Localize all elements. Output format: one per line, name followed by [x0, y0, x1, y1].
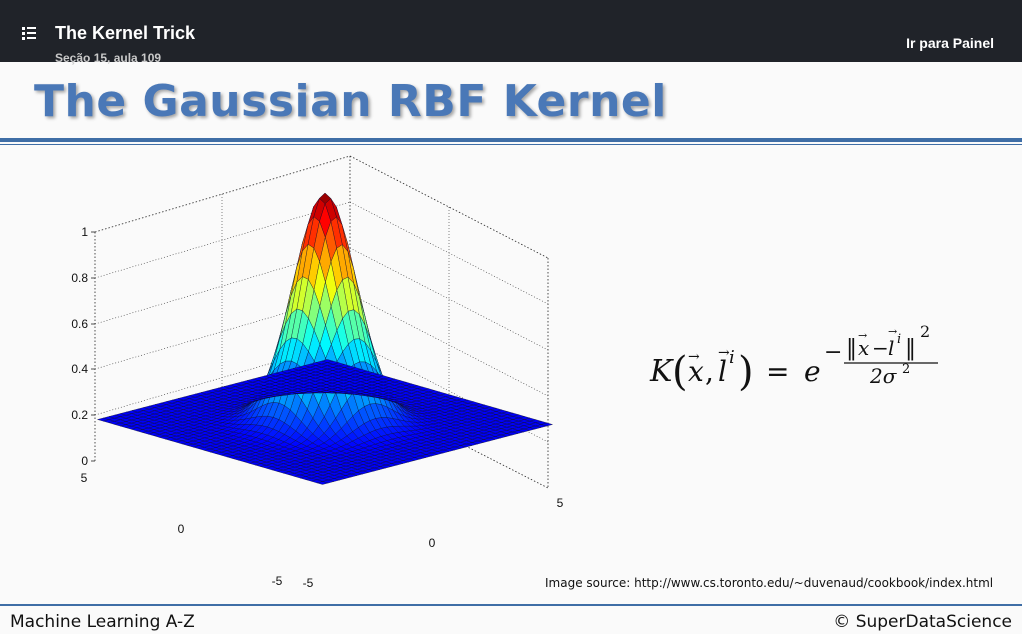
formula-exponent-minus: −: [824, 340, 842, 365]
z-tick-label: 0: [81, 454, 88, 468]
formula-denominator: 2σ: [869, 364, 898, 388]
footer-divider: [0, 604, 1022, 606]
formula-vector-arrow: →: [858, 329, 867, 342]
formula-comma: ,: [705, 355, 714, 388]
formula-vector-l: l: [718, 355, 727, 388]
z-axis-ticks: [91, 231, 95, 462]
rbf-kernel-formula: K ( x → , l → i ) = e − ‖ x → − l → i ‖ …: [649, 322, 938, 395]
course-header: The Kernel Trick Ir para Painel: [0, 0, 1022, 62]
formula-vector-x: x: [688, 355, 704, 388]
formula-vector-arrow: →: [688, 349, 700, 365]
gaussian-surface-plot: 0 0.2 0.4 0.6 0.8 1 5 0 -5 -5 0 5: [71, 155, 564, 590]
formula-norm-open: ‖: [846, 336, 857, 361]
x-tick-label: 0: [178, 522, 185, 536]
formula-paren-open: (: [672, 349, 688, 395]
y-tick-label: 0: [429, 536, 436, 550]
formula-numerator-l: l: [888, 336, 894, 360]
z-tick-label: 0.8: [71, 271, 88, 285]
formula-norm-close: ‖: [905, 336, 916, 361]
plot-grid: [94, 194, 549, 443]
formula-equals: =: [766, 355, 789, 388]
formula-function-k: K: [649, 354, 674, 389]
z-tick-label: 0.4: [71, 362, 88, 376]
image-source-caption: Image source: http://www.cs.toronto.edu/…: [545, 576, 994, 590]
formula-numerator-exponent: 2: [920, 322, 930, 341]
formula-paren-close: ): [738, 349, 754, 395]
formula-base-e: e: [804, 355, 821, 388]
go-to-dashboard-link[interactable]: Ir para Painel: [906, 35, 994, 51]
formula-numerator-minus: −: [872, 336, 889, 360]
surface-patch: [321, 359, 334, 363]
formula-numerator-x: x: [858, 336, 869, 360]
footer-course-name: Machine Learning A-Z: [10, 612, 195, 632]
formula-superscript-i: i: [729, 347, 735, 368]
z-tick-label: 0.2: [71, 408, 88, 422]
x-tick-label: -5: [272, 574, 283, 588]
formula-numerator-sup: i: [897, 332, 901, 347]
list-menu-icon[interactable]: [22, 26, 40, 40]
title-divider: [0, 138, 1022, 142]
footer-copyright: © SuperDataScience: [833, 612, 1012, 632]
z-tick-label: 0.6: [71, 317, 88, 331]
y-tick-label: -5: [303, 576, 314, 590]
slide-title: The Gaussian RBF Kernel: [34, 76, 667, 127]
formula-denominator-exponent: 2: [902, 362, 910, 377]
x-tick-label: 5: [81, 471, 88, 485]
slide: The Gaussian RBF Kernel: [0, 62, 1022, 634]
formula-vector-arrow: →: [888, 325, 897, 338]
course-title: The Kernel Trick: [55, 23, 196, 43]
title-divider-thin: [0, 144, 1022, 145]
formula-vector-arrow: →: [718, 345, 730, 361]
z-tick-label: 1: [81, 225, 88, 239]
y-tick-label: 5: [557, 496, 564, 510]
surface-mesh: [96, 192, 554, 485]
lesson-subtitle: Seção 15, aula 109: [55, 51, 162, 65]
